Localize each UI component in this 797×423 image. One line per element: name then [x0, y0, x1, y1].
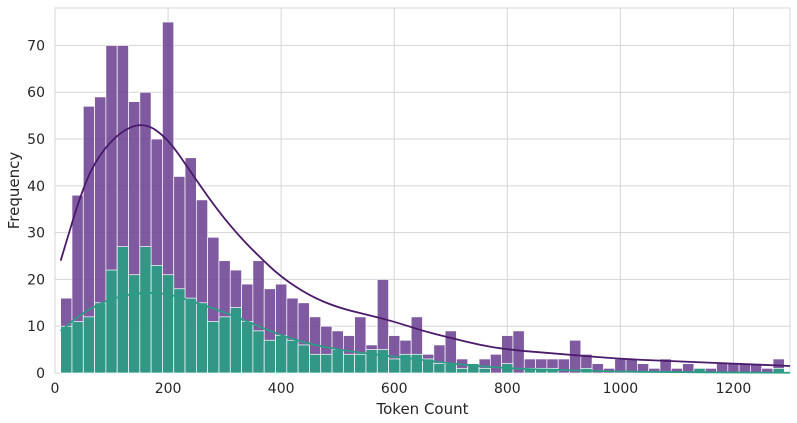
y-tick-label: 30	[27, 226, 45, 242]
x-tick-label: 0	[51, 381, 60, 397]
histogram-bar	[569, 339, 582, 374]
histogram-bar	[331, 349, 344, 374]
histogram-bar	[60, 325, 73, 374]
y-tick-label: 50	[27, 132, 45, 148]
x-tick-label: 1200	[716, 381, 752, 397]
histogram-bar	[241, 321, 254, 374]
histogram-bar	[263, 339, 276, 374]
histogram-bars	[60, 21, 785, 374]
histogram-bar	[444, 363, 457, 374]
histogram-bar	[218, 316, 231, 374]
histogram-bar	[139, 246, 152, 374]
y-tick-label: 10	[27, 319, 45, 335]
x-tick-label: 400	[268, 381, 295, 397]
histogram-bar	[388, 358, 401, 374]
histogram-bar	[489, 353, 503, 374]
histogram-bar	[105, 269, 118, 374]
histogram-bar	[150, 265, 163, 374]
x-axis-label: Token Count	[376, 400, 469, 418]
histogram-bar	[309, 353, 322, 374]
histogram-bar	[433, 363, 446, 374]
x-tick-label: 800	[494, 381, 521, 397]
histogram-bar	[173, 288, 186, 374]
histogram-bar	[478, 367, 491, 374]
kde-curve	[59, 124, 791, 367]
kde-curve	[60, 292, 791, 374]
y-tick-label: 40	[27, 179, 45, 195]
histogram-bar	[512, 330, 525, 374]
histogram-bar	[659, 358, 672, 374]
histogram-bar	[184, 297, 197, 374]
histogram-bar	[297, 344, 310, 374]
histogram-bar	[94, 302, 107, 374]
y-axis-label: Frequency	[5, 152, 23, 230]
histogram-bar	[275, 335, 288, 374]
histogram-bar	[116, 246, 129, 374]
histogram-bar	[354, 353, 367, 374]
kde-curves	[59, 124, 791, 374]
histogram-bar	[71, 321, 84, 374]
axis-ticks: 0 200 400 600 800 1000 1200 0 10 20 30 40 50 60 70	[27, 38, 751, 397]
y-tick-label: 60	[27, 85, 45, 101]
histogram-bar	[128, 274, 141, 374]
histogram-bar	[376, 349, 389, 374]
y-tick-label: 70	[27, 38, 45, 54]
y-tick-label: 0	[36, 366, 45, 382]
histogram-bar	[342, 353, 356, 374]
histogram-bar	[162, 274, 175, 374]
x-tick-label: 200	[155, 381, 182, 397]
histogram-bar	[320, 353, 333, 374]
x-tick-label: 1000	[603, 381, 639, 397]
y-tick-label: 20	[27, 272, 45, 288]
histogram-bar	[252, 330, 265, 374]
histogram-bar	[195, 302, 209, 374]
histogram-bar	[286, 339, 299, 374]
histogram-bar	[410, 353, 423, 374]
x-tick-label: 600	[381, 381, 408, 397]
histogram-bar	[207, 321, 220, 374]
histogram-bar	[456, 367, 469, 374]
histogram-bar	[82, 316, 95, 374]
